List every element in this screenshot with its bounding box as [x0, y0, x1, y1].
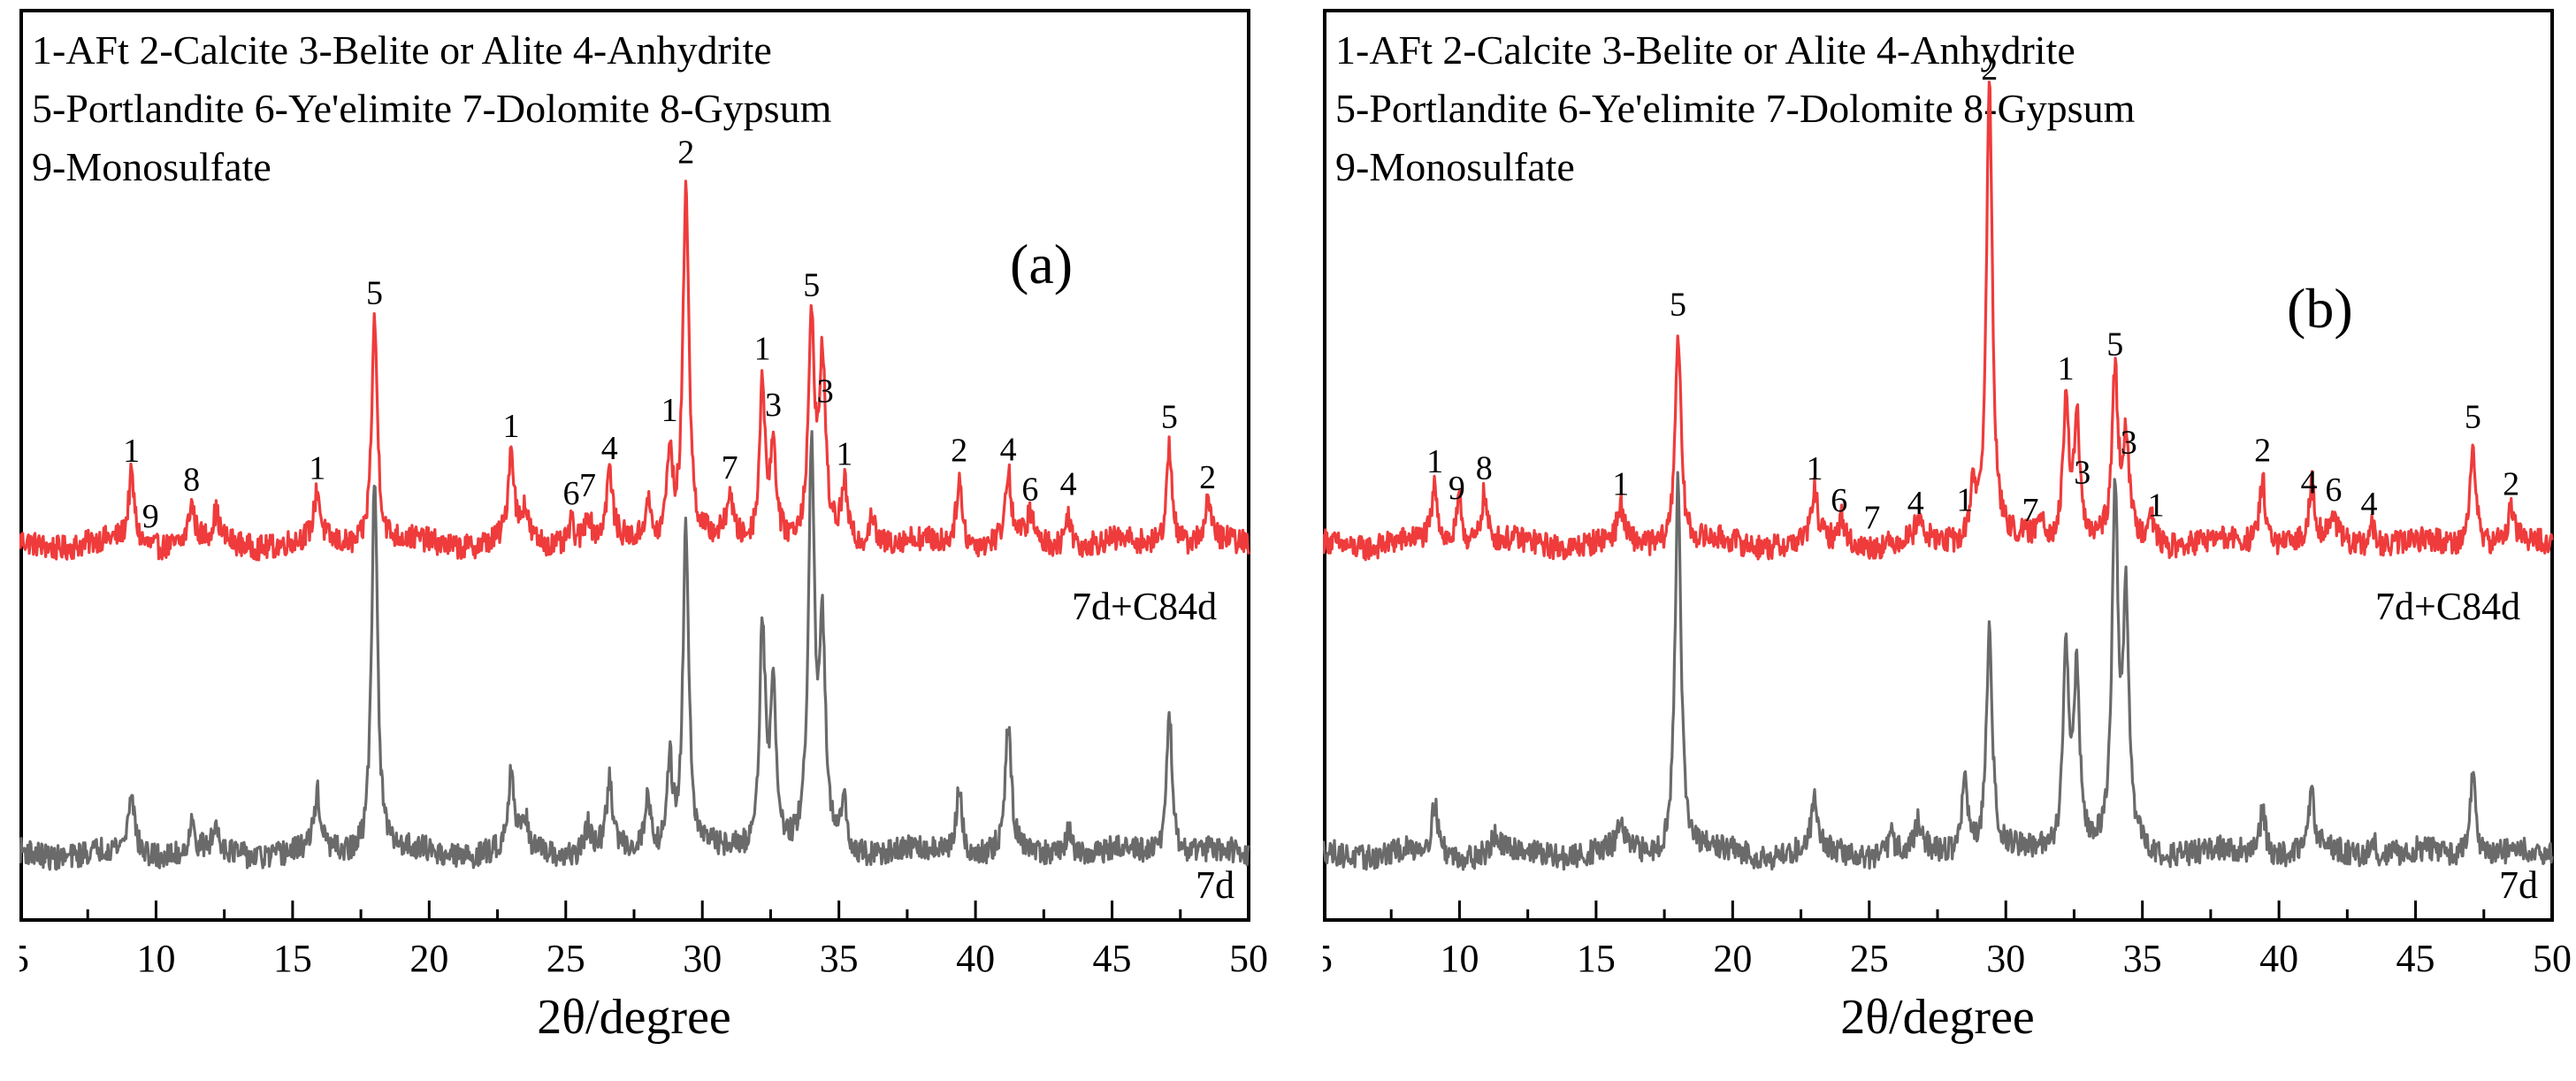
x-tick-label: 10 [1440, 937, 1479, 980]
x-tick-label: 35 [2123, 937, 2162, 980]
peak-label: 1 [503, 408, 520, 445]
peak-label: 9 [142, 498, 159, 535]
x-axis-label: 2θ/degree [1840, 990, 2035, 1045]
x-tick-label: 25 [1850, 937, 1889, 980]
legend-line: 9-Monosulfate [1335, 144, 1575, 189]
series-name-label: 7d+C84d [1072, 585, 1217, 628]
peak-label: 2 [1981, 50, 1998, 88]
peak-label: 1 [1807, 450, 1823, 487]
xrd-chart-a: 1-AFt 2-Calcite 3-Belite or Alite 4-Anhy… [19, 9, 1268, 1045]
peak-label: 5 [803, 266, 820, 303]
peak-label: 5 [2106, 326, 2123, 363]
x-tick-label: 30 [683, 937, 722, 980]
series-line-control [1323, 471, 2554, 871]
x-tick-label: 50 [2533, 937, 2572, 980]
x-tick-label: 5 [1323, 937, 1333, 980]
peak-label: 5 [2465, 399, 2481, 436]
x-tick-label: 50 [1229, 937, 1268, 980]
peak-label: 7 [2022, 492, 2039, 529]
peak-label: 4 [1060, 466, 1077, 503]
peak-label: 2 [1199, 459, 1216, 496]
x-tick-label: 25 [547, 937, 585, 980]
legend-line: 5-Portlandite 6-Ye'elimite 7-Dolomite 8-… [1335, 86, 2136, 131]
legend-line: 9-Monosulfate [32, 144, 271, 189]
peak-label: 5 [1670, 286, 1686, 323]
peak-label: 2 [2254, 433, 2271, 470]
series-name-label: 7d [2499, 863, 2538, 907]
peak-label: 7 [1863, 499, 1880, 536]
peak-label: 1 [1426, 443, 1443, 480]
panel-label: (a) [1010, 233, 1073, 295]
peak-label: 4 [2301, 464, 2318, 501]
peak-label: 2 [2503, 466, 2519, 503]
series-line-control [19, 430, 1250, 871]
series-line-treated [19, 180, 1250, 562]
peak-label: 6 [1021, 472, 1038, 509]
peak-label: 1 [2148, 487, 2165, 525]
peak-label: 3 [817, 373, 834, 410]
peak-label: 8 [183, 462, 200, 499]
peak-label: 6 [2325, 472, 2342, 509]
xrd-panel-b: 1-AFt 2-Calcite 3-Belite or Alite 4-Anhy… [1323, 9, 2576, 1081]
peak-label: 1 [123, 433, 140, 470]
legend-line: 1-AFt 2-Calcite 3-Belite or Alite 4-Anhy… [32, 27, 772, 73]
x-tick-label: 10 [136, 937, 175, 980]
x-axis-label: 2θ/degree [537, 990, 731, 1045]
x-tick-label: 30 [1986, 937, 2025, 980]
peak-label: 2 [677, 134, 694, 171]
peak-label: 1 [754, 330, 771, 367]
peak-label: 6 [1831, 482, 1847, 519]
peak-label: 7 [579, 467, 596, 504]
panel-label: (b) [2287, 277, 2353, 340]
peak-label: 1 [2058, 350, 2075, 387]
peak-label: 1 [309, 450, 325, 487]
peak-label: 1 [836, 436, 852, 473]
peak-label: 3 [2074, 454, 2091, 491]
series-line-treated [1323, 80, 2554, 562]
x-tick-label: 20 [409, 937, 448, 980]
x-tick-label: 40 [956, 937, 995, 980]
peak-label: 1 [1612, 466, 1629, 503]
peak-label: 5 [366, 274, 383, 311]
peak-label: 3 [765, 387, 782, 424]
peak-label: 2 [951, 432, 967, 469]
peak-label: 9 [1449, 470, 1465, 507]
peak-label: 4 [1907, 485, 1924, 522]
x-tick-label: 45 [1093, 937, 1132, 980]
series-name-label: 7d+C84d [2375, 585, 2520, 628]
x-tick-label: 45 [2396, 937, 2435, 980]
peak-label: 7 [722, 449, 738, 487]
x-tick-label: 35 [820, 937, 859, 980]
peak-label: 4 [1000, 432, 1017, 469]
x-tick-label: 5 [19, 937, 29, 980]
legend-line: 5-Portlandite 6-Ye'elimite 7-Dolomite 8-… [32, 86, 832, 131]
x-tick-label: 15 [1577, 937, 1616, 980]
peak-label: 5 [1161, 399, 1178, 436]
xrd-panel-a: 1-AFt 2-Calcite 3-Belite or Alite 4-Anhy… [19, 9, 1275, 1081]
x-tick-label: 40 [2259, 937, 2298, 980]
xrd-chart-b: 1-AFt 2-Calcite 3-Belite or Alite 4-Anhy… [1323, 9, 2572, 1045]
x-tick-label: 15 [273, 937, 312, 980]
x-tick-label: 20 [1713, 937, 1752, 980]
peak-label: 1 [1956, 481, 1973, 518]
series-name-label: 7d [1196, 863, 1234, 907]
legend-line: 1-AFt 2-Calcite 3-Belite or Alite 4-Anhy… [1335, 27, 2075, 73]
peak-label: 3 [2121, 425, 2137, 462]
peak-label: 4 [2361, 486, 2378, 523]
peak-label: 6 [562, 475, 579, 512]
peak-label: 1 [661, 392, 678, 429]
peak-label: 4 [601, 430, 618, 467]
peak-label: 8 [1476, 449, 1493, 487]
